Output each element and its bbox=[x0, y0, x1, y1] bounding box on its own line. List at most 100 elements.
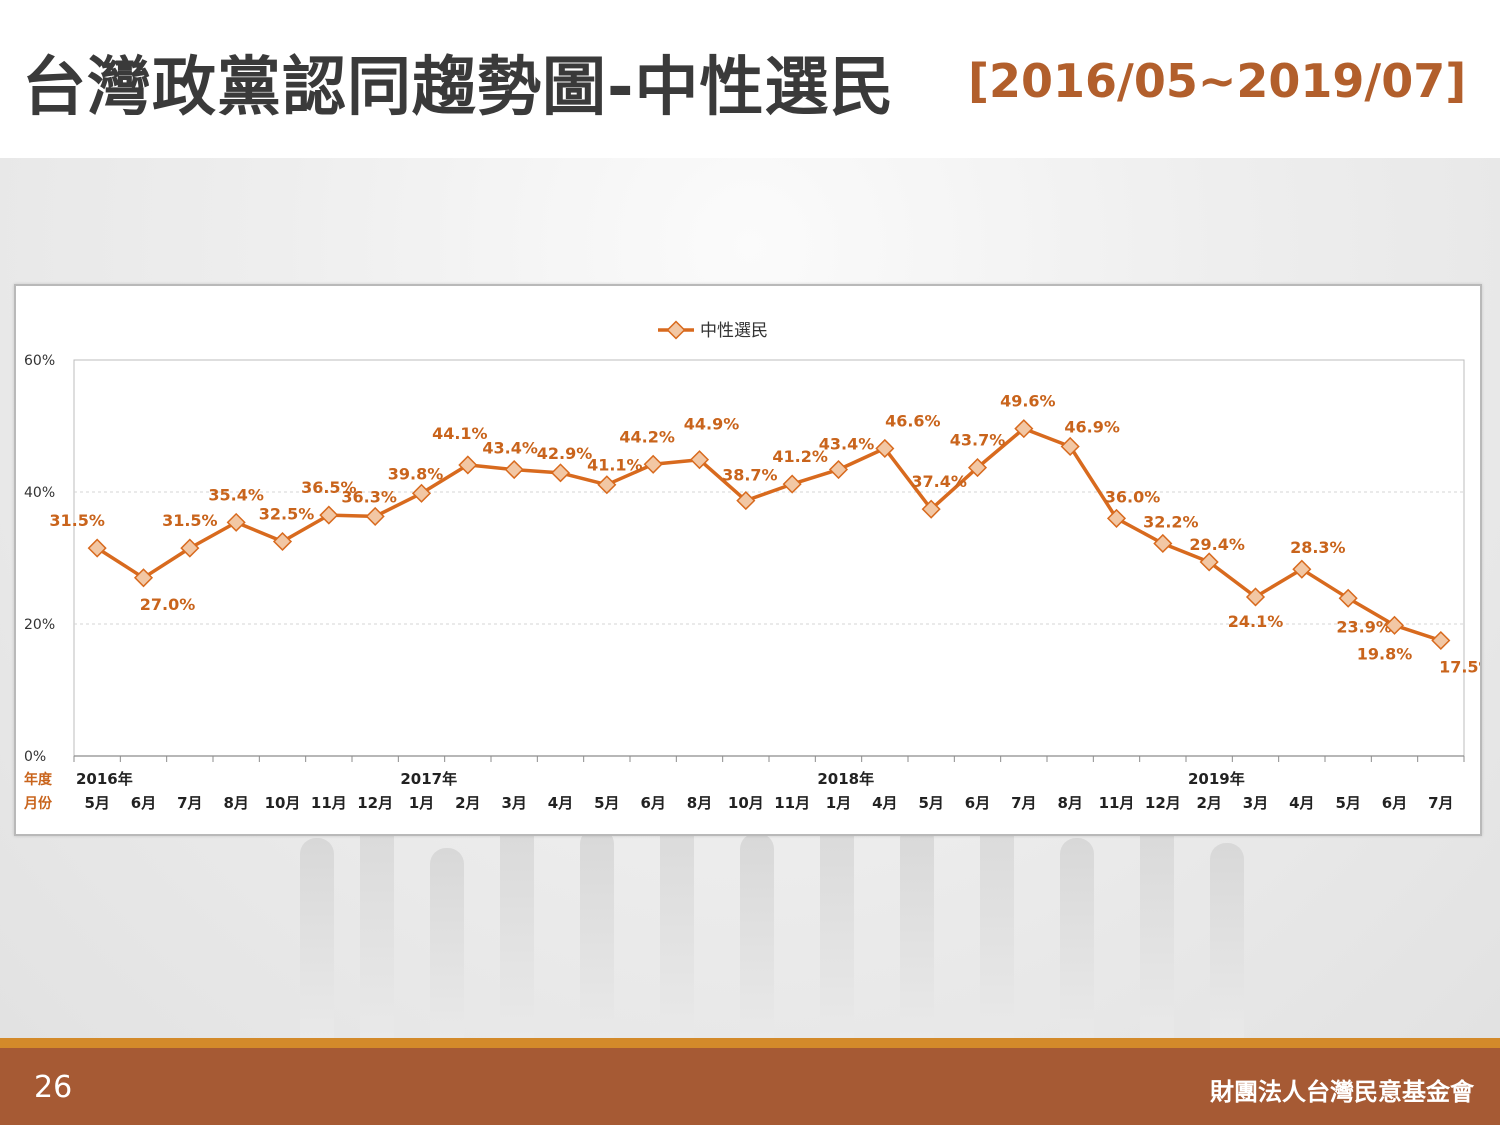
data-point bbox=[226, 512, 246, 532]
crowd-silhouette bbox=[1140, 813, 1174, 1038]
year-row-label: 年度 bbox=[24, 771, 53, 788]
data-label: 44.9% bbox=[684, 415, 740, 434]
data-point bbox=[133, 568, 154, 588]
x-tick-label: 1月 bbox=[409, 794, 434, 812]
data-label: 43.4% bbox=[819, 435, 875, 454]
legend-marker bbox=[666, 320, 686, 340]
data-point bbox=[782, 474, 802, 494]
data-point bbox=[458, 455, 478, 475]
data-point bbox=[87, 538, 107, 558]
crowd-silhouette bbox=[300, 838, 334, 1038]
x-tick-label: 7月 bbox=[1428, 794, 1453, 812]
data-point bbox=[967, 458, 988, 478]
x-tick-label: 5月 bbox=[918, 794, 943, 812]
crowd-silhouette bbox=[1060, 838, 1094, 1038]
data-label: 32.2% bbox=[1143, 512, 1199, 531]
data-label: 46.6% bbox=[885, 411, 941, 430]
month-row-label: 月份 bbox=[23, 795, 53, 812]
data-label: 17.5% bbox=[1439, 658, 1480, 677]
x-tick-label: 6月 bbox=[640, 794, 665, 812]
x-tick-label: 12月 bbox=[1145, 794, 1181, 812]
x-tick-label: 10月 bbox=[265, 794, 301, 812]
x-tick-label: 5月 bbox=[1335, 794, 1360, 812]
year-label: 2017年 bbox=[400, 770, 457, 788]
x-tick-label: 8月 bbox=[223, 794, 248, 812]
crowd-silhouette bbox=[360, 798, 394, 1038]
x-tick-label: 5月 bbox=[594, 794, 619, 812]
x-tick-label: 4月 bbox=[548, 794, 573, 812]
data-point bbox=[319, 505, 339, 525]
data-label: 38.7% bbox=[722, 466, 778, 485]
data-label: 49.6% bbox=[1000, 392, 1056, 411]
crowd-silhouette bbox=[1210, 843, 1244, 1038]
series-line bbox=[96, 426, 1442, 643]
data-point bbox=[643, 454, 663, 474]
date-range: [2016/05~2019/07] bbox=[968, 54, 1467, 108]
x-tick-label: 8月 bbox=[687, 794, 712, 812]
data-label: 29.4% bbox=[1189, 535, 1245, 554]
data-point bbox=[875, 438, 895, 458]
x-tick-label: 5月 bbox=[84, 794, 109, 812]
data-point bbox=[1106, 508, 1127, 528]
data-label: 35.4% bbox=[208, 485, 264, 504]
data-label: 31.5% bbox=[162, 511, 218, 530]
data-label: 32.5% bbox=[259, 505, 315, 524]
data-label: 39.8% bbox=[388, 464, 444, 483]
x-tick-label: 11月 bbox=[311, 794, 347, 812]
x-tick-label: 6月 bbox=[131, 794, 156, 812]
y-tick-label: 40% bbox=[24, 485, 55, 501]
organization-name: 財團法人台灣民意基金會 bbox=[1210, 1078, 1474, 1106]
year-label: 2018年 bbox=[817, 770, 874, 788]
x-tick-label: 10月 bbox=[728, 794, 764, 812]
crowd-silhouette bbox=[900, 823, 934, 1038]
data-point bbox=[1245, 587, 1266, 607]
data-label: 41.2% bbox=[772, 447, 828, 466]
data-point bbox=[689, 450, 710, 470]
y-tick-label: 20% bbox=[24, 617, 55, 633]
slide-header: 台灣政黨認同趨勢圖-中性選民 [2016/05~2019/07] bbox=[0, 0, 1500, 158]
x-tick-label: 6月 bbox=[965, 794, 990, 812]
page-number: 26 bbox=[34, 1070, 73, 1105]
x-tick-label: 4月 bbox=[872, 794, 897, 812]
data-label: 19.8% bbox=[1357, 644, 1413, 663]
data-label: 41.1% bbox=[587, 456, 643, 475]
data-point bbox=[1338, 588, 1358, 608]
x-tick-label: 3月 bbox=[1243, 794, 1268, 812]
data-point bbox=[411, 483, 432, 503]
data-label: 31.5% bbox=[49, 511, 105, 530]
crowd-silhouette bbox=[820, 803, 854, 1038]
data-label: 44.1% bbox=[432, 424, 488, 443]
x-tick-label: 8月 bbox=[1057, 794, 1082, 812]
plot-area-border bbox=[73, 359, 1465, 757]
crowd-silhouette bbox=[740, 833, 774, 1038]
data-label: 37.4% bbox=[911, 472, 967, 491]
data-label: 36.3% bbox=[341, 487, 397, 506]
data-point bbox=[1153, 533, 1173, 554]
x-tick-label: 7月 bbox=[177, 794, 202, 812]
legend-label: 中性選民 bbox=[700, 321, 768, 341]
data-point bbox=[272, 531, 293, 552]
data-point bbox=[1384, 615, 1405, 635]
data-point bbox=[1060, 436, 1080, 457]
data-point bbox=[597, 475, 617, 495]
crowd-silhouette bbox=[580, 828, 614, 1038]
data-label: 27.0% bbox=[140, 595, 196, 614]
x-tick-label: 2月 bbox=[455, 794, 480, 812]
year-label: 2019年 bbox=[1188, 770, 1245, 788]
page-title: 台灣政黨認同趨勢圖-中性選民 bbox=[22, 51, 895, 125]
data-point bbox=[180, 538, 200, 558]
data-label: 43.7% bbox=[950, 431, 1006, 450]
data-point bbox=[828, 460, 849, 480]
x-tick-label: 3月 bbox=[501, 794, 526, 812]
x-tick-label: 7月 bbox=[1011, 794, 1036, 812]
data-point bbox=[1014, 419, 1034, 439]
data-label: 28.3% bbox=[1290, 538, 1346, 557]
y-tick-label: 0% bbox=[24, 749, 46, 765]
data-point bbox=[550, 463, 571, 483]
data-point bbox=[1292, 559, 1312, 579]
chart-panel: 0% 20% 40% 60% 中性選民 31.5% 27.0% 31.5% 35.4% 32.5%… bbox=[14, 284, 1495, 836]
x-tick-label: 2月 bbox=[1196, 794, 1221, 812]
data-point bbox=[504, 460, 524, 480]
data-label: 36.5% bbox=[301, 478, 357, 497]
data-label: 44.2% bbox=[619, 427, 675, 446]
